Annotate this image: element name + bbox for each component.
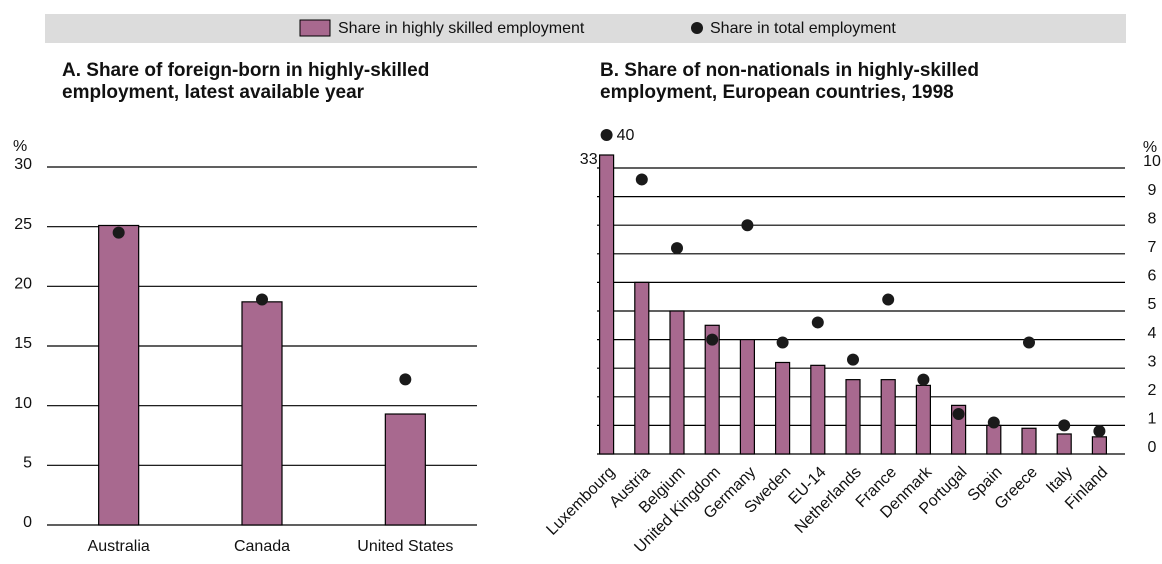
bar <box>634 281 650 455</box>
y-unit: % <box>1143 139 1157 156</box>
dot <box>952 407 965 420</box>
dot <box>987 416 1000 429</box>
legend-swatch <box>691 22 703 34</box>
dot <box>882 293 895 306</box>
legend-background <box>45 14 1126 43</box>
y-tick-label: 6 <box>1148 268 1157 285</box>
y-tick-label: 1 <box>1148 411 1157 428</box>
dot <box>706 333 719 346</box>
bar <box>669 310 685 455</box>
bar <box>704 324 720 455</box>
bar <box>1091 436 1108 455</box>
dot <box>256 293 268 306</box>
y-tick-label: 5 <box>23 455 32 472</box>
dot <box>671 242 683 255</box>
bar <box>915 384 932 455</box>
dot <box>600 129 613 141</box>
x-tick-label: Australia <box>88 538 150 555</box>
bar <box>880 379 896 455</box>
bar <box>384 413 426 526</box>
y-tick-label: 20 <box>14 276 32 293</box>
legend-label: Share in total employment <box>710 20 896 37</box>
bar <box>810 364 826 455</box>
dot <box>917 373 930 386</box>
dot <box>112 226 125 239</box>
y-tick-label: 25 <box>14 216 32 233</box>
dot <box>811 316 824 329</box>
dot <box>1058 419 1071 432</box>
y-tick-label: 4 <box>1148 325 1157 342</box>
y-tick-label: 8 <box>1148 210 1157 227</box>
y-tick-label: 5 <box>1148 296 1157 313</box>
y-tick-label: 9 <box>1148 182 1157 199</box>
dot <box>399 373 412 386</box>
bar <box>1021 427 1037 455</box>
y-tick-label: 3 <box>1148 353 1157 370</box>
y-tick-label: 10 <box>14 395 32 412</box>
dot <box>847 353 859 366</box>
y-unit: % <box>13 138 27 155</box>
bar <box>986 424 1002 455</box>
bar <box>98 224 140 526</box>
chart-title: B. Share of non-nationals in highly-skil… <box>600 60 979 103</box>
y-tick-label: 7 <box>1148 239 1157 256</box>
y-tick-label: 15 <box>14 335 32 352</box>
dot <box>741 219 754 232</box>
legend-label: Share in highly skilled employment <box>338 20 585 37</box>
dot <box>1023 336 1035 349</box>
bar <box>845 379 861 455</box>
bar <box>1056 433 1072 455</box>
y-tick-label: 0 <box>1148 439 1157 456</box>
x-tick-label: United States <box>357 538 453 555</box>
bar <box>241 301 283 526</box>
y-tick-label: 30 <box>14 156 32 173</box>
legend-swatch <box>299 19 331 37</box>
bar <box>774 361 791 455</box>
x-tick-label: Canada <box>234 538 290 555</box>
dot <box>635 173 648 186</box>
data-label: 40 <box>617 127 635 144</box>
bar <box>739 339 756 455</box>
dot <box>776 336 789 349</box>
x-tick-label: Luxembourg <box>543 464 618 539</box>
y-tick-label: 0 <box>23 514 32 531</box>
y-tick-label: 2 <box>1148 382 1157 399</box>
y-tick-label: 10 <box>1143 153 1161 170</box>
bar <box>598 154 615 455</box>
dot <box>1093 425 1106 438</box>
chart-title: A. Share of foreign-born in highly-skill… <box>62 60 430 103</box>
data-label: 33 <box>580 151 598 168</box>
